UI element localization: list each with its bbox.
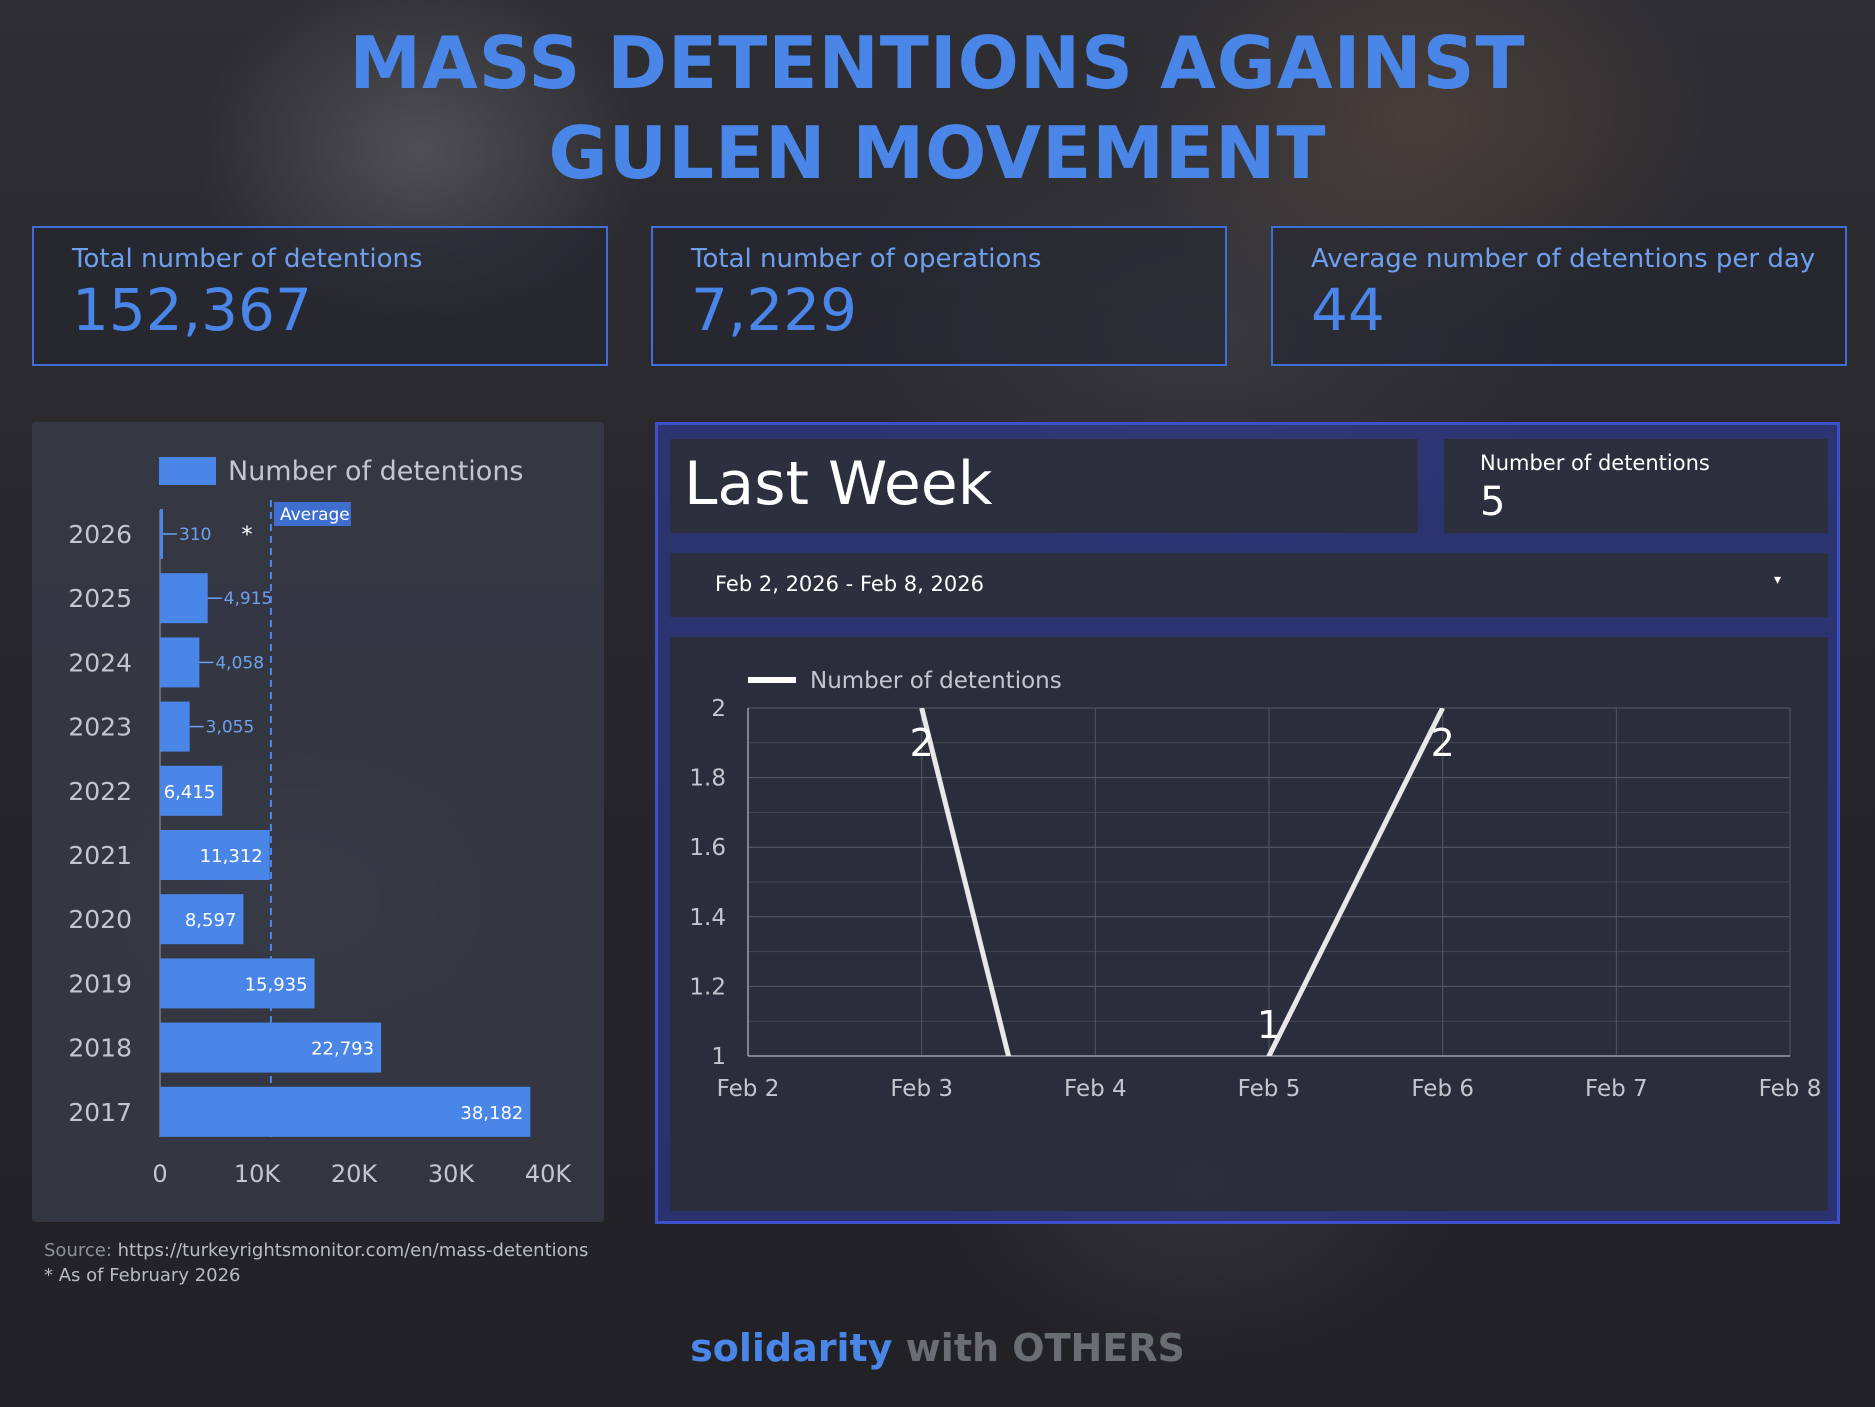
source-link[interactable]: https://turkeyrightsmonitor.com/en/mass-… (117, 1240, 589, 1261)
point-value-label: 1 (1257, 1003, 1281, 1047)
kpi-total-operations: Total number of operations 7,229 (651, 226, 1227, 366)
bar-chart-svg: Number of detentions 2026 310 2025 4,915 2024… (68, 456, 573, 1188)
bar (160, 765, 223, 816)
date-range-picker[interactable]: Feb 2, 2026 - Feb 8, 2026 ▾ (670, 553, 1828, 617)
bar (160, 573, 208, 624)
bar-value-label: 11,312 (200, 846, 263, 867)
bar-category-label: 2024 (68, 648, 132, 677)
x-tick-label: 10K (234, 1160, 282, 1188)
legend-swatch (159, 457, 216, 485)
bar (160, 830, 270, 880)
point-value-label: 2 (910, 721, 934, 765)
x-tick-label: Feb 4 (1064, 1076, 1127, 1102)
average-label: Average (280, 505, 350, 525)
kpi-value: 7,229 (691, 276, 858, 344)
yearly-detentions-chart: Number of detentions 2026 310 2025 4,915 2024… (32, 422, 604, 1222)
bar-value-label: 8,597 (185, 910, 237, 931)
bar (160, 637, 200, 688)
footer-word-solidarity: solidarity (690, 1326, 893, 1370)
x-tick-label: Feb 5 (1238, 1076, 1301, 1102)
bar-value-label: 3,055 (206, 718, 255, 738)
bar-category-label: 2022 (68, 777, 132, 806)
footnote: * As of February 2026 (44, 1265, 241, 1286)
footer-word-others: with OTHERS (892, 1326, 1185, 1370)
last-week-title-box: Last Week (670, 439, 1418, 533)
bar (160, 701, 190, 752)
x-tick-label: 40K (525, 1160, 573, 1188)
x-tick-label: 30K (428, 1160, 476, 1188)
bar (160, 894, 244, 945)
kpi-value: 44 (1311, 276, 1385, 344)
chevron-down-icon[interactable]: ▾ (1774, 572, 1782, 588)
page-title: MASS DETENTIONS AGAINST GULEN MOVEMENT (0, 18, 1875, 198)
bar (160, 958, 315, 1009)
y-tick-label: 2 (711, 696, 726, 722)
bar-value-label: 6,415 (164, 782, 216, 803)
footer-tagline: solidarity with OTHERS (0, 1326, 1875, 1370)
title-line-2: GULEN MOVEMENT (548, 111, 1327, 195)
bar (160, 509, 164, 559)
bar-category-label: 2020 (68, 905, 132, 934)
scorecard-value: 5 (1480, 479, 1506, 525)
date-range-value: Feb 2, 2026 - Feb 8, 2026 (715, 572, 984, 596)
scorecard-label: Number of detentions (1480, 451, 1710, 475)
bar-category-label: 2019 (68, 969, 132, 998)
bar-value-label: 22,793 (311, 1039, 374, 1060)
x-tick-label: 0 (152, 1160, 167, 1188)
bar-value-label: 4,058 (215, 653, 264, 673)
kpi-label: Average number of detentions per day (1311, 244, 1816, 274)
bar-category-label: 2017 (68, 1098, 132, 1127)
bar (160, 1086, 531, 1137)
legend-label: Number of detentions (228, 456, 524, 487)
bar-category-label: 2021 (68, 841, 132, 870)
kpi-average-per-day: Average number of detentions per day 44 (1271, 226, 1847, 366)
x-tick-label: 20K (331, 1160, 379, 1188)
y-tick-label: 1.4 (689, 905, 726, 931)
point-value-label: 2 (1431, 721, 1455, 765)
last-week-title: Last Week (684, 449, 993, 519)
bar-value-label: 4,915 (224, 589, 273, 609)
last-week-detentions-scorecard: Number of detentions 5 (1444, 439, 1828, 533)
bar-note-marker: * (242, 523, 253, 548)
bar-value-label: 38,182 (460, 1103, 523, 1124)
x-tick-label: Feb 2 (717, 1076, 780, 1102)
y-tick-label: 1 (711, 1044, 726, 1070)
x-tick-label: Feb 3 (890, 1076, 953, 1102)
bar-category-label: 2018 (68, 1034, 132, 1063)
bar-category-label: 2026 (68, 520, 132, 549)
kpi-label: Total number of detentions (72, 244, 423, 274)
bar-category-label: 2023 (68, 713, 132, 742)
x-tick-label: Feb 7 (1585, 1076, 1648, 1102)
y-tick-label: 1.2 (689, 974, 726, 1000)
series-line (919, 708, 1445, 1056)
line-chart-svg: Number of detentions 2 1.8 1.6 1.4 1.2 1 Feb 2 F… (689, 668, 1822, 1102)
source-label: Source: (44, 1240, 118, 1261)
y-tick-label: 1.6 (689, 835, 726, 861)
kpi-total-detentions: Total number of detentions 152,367 (32, 226, 608, 366)
kpi-value: 152,367 (72, 276, 312, 344)
legend-label: Number of detentions (810, 668, 1062, 694)
x-tick-label: Feb 6 (1411, 1076, 1474, 1102)
last-week-panel: Last Week Number of detentions 5 Feb 2, … (655, 422, 1840, 1224)
bar-value-label: 15,935 (245, 974, 308, 995)
daily-detentions-chart: Number of detentions 2 1.8 1.6 1.4 1.2 1 Feb 2 F… (670, 637, 1828, 1211)
x-tick-label: Feb 8 (1759, 1076, 1822, 1102)
bar-value-label: 310 (179, 525, 211, 545)
source-note: Source: https://turkeyrightsmonitor.com/… (44, 1238, 588, 1288)
bar-category-label: 2025 (68, 584, 132, 613)
y-tick-label: 1.8 (689, 766, 726, 792)
title-line-1: MASS DETENTIONS AGAINST (349, 21, 1526, 105)
average-label-box (273, 502, 351, 526)
kpi-label: Total number of operations (691, 244, 1042, 274)
